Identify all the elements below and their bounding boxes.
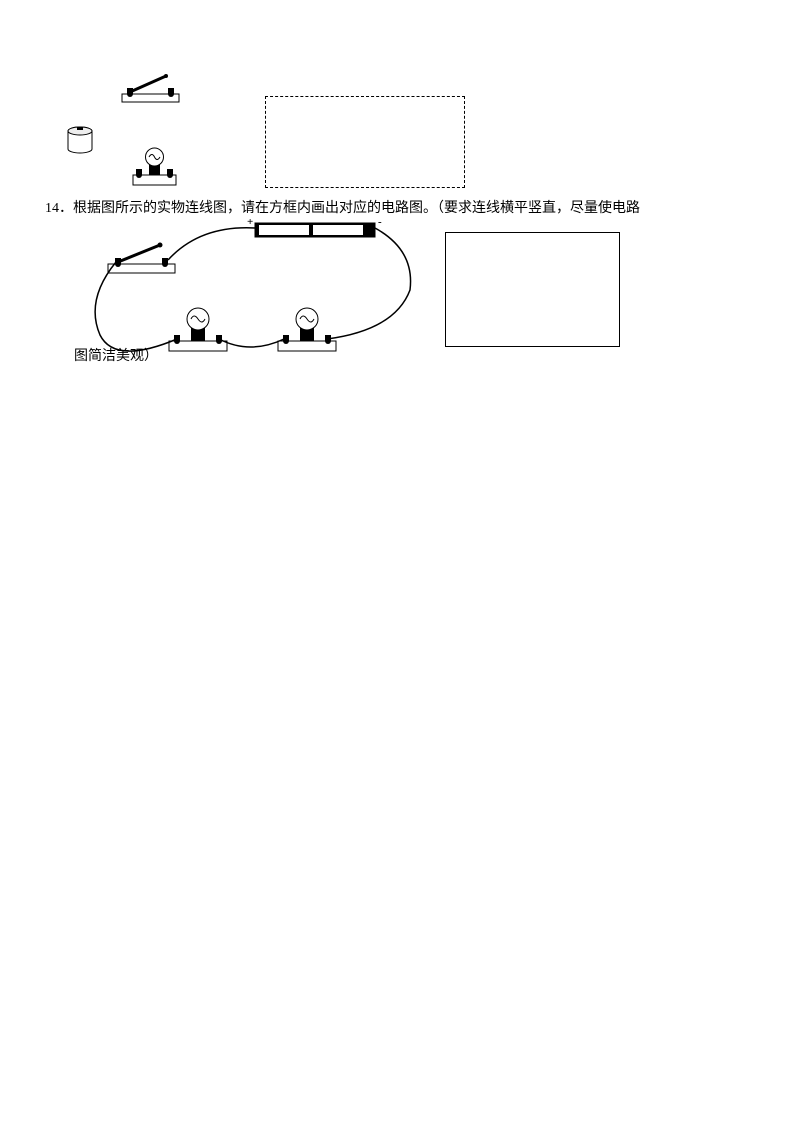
fig2-bulb1	[163, 305, 233, 353]
page-container: 14．根据图所示的实物连线图，请在方框内画出对应的电路图。（要求连线横平竖直，尽…	[0, 0, 794, 1123]
fig2-bulb2	[272, 305, 342, 353]
battery-plus: +	[247, 216, 253, 228]
question-number: 14．	[45, 201, 73, 216]
fig2-battery: + -	[245, 215, 385, 241]
fig2-answer-box	[445, 232, 620, 347]
question-line2: 图简洁美观）	[74, 346, 158, 368]
fig2-switch	[104, 240, 179, 275]
fig1-switch	[118, 72, 183, 104]
question-text-2: 图简洁美观）	[74, 349, 158, 364]
fig1-answer-box	[265, 96, 465, 188]
question-text-1: 根据图所示的实物连线图，请在方框内画出对应的电路图。（要求连线横平竖直，尽量使电…	[73, 201, 640, 216]
battery-minus: -	[378, 216, 382, 228]
fig1-bulb	[127, 145, 182, 187]
fig1-battery	[65, 125, 95, 155]
